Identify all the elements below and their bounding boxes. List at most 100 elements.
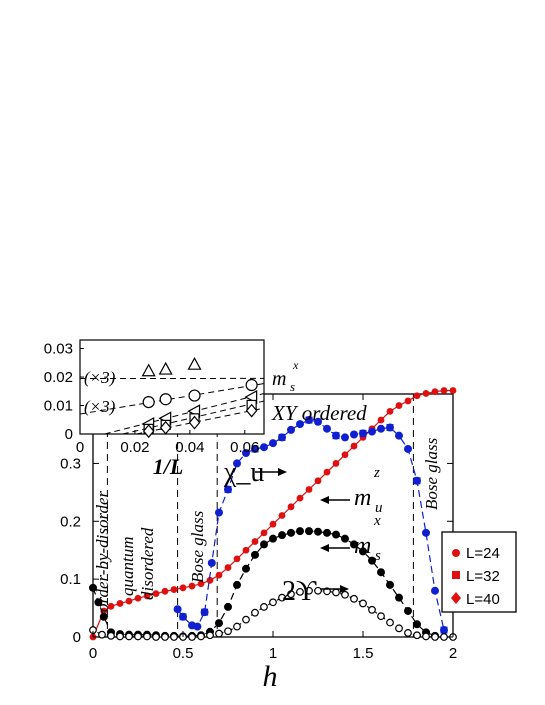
inset-y-tick-label-3: 0.03 xyxy=(44,341,73,358)
point-3-28 xyxy=(341,590,349,599)
y-tick-label-0: 0 xyxy=(73,629,81,646)
inset-point-1-1 xyxy=(159,393,172,406)
svg-text:s: s xyxy=(375,548,381,564)
region-label-bose-glass-right: Bose glass xyxy=(422,437,441,510)
legend-label-l32: L=32 xyxy=(466,568,500,585)
inset-annotation-m-s-x: x m s xyxy=(272,358,299,394)
point-sq-1-1 xyxy=(179,613,187,621)
y-tick-label-3: 0.3 xyxy=(60,455,81,472)
point-0-5 xyxy=(134,594,142,602)
region-label-disordered: disordered xyxy=(138,527,157,600)
inset-x-tick-label-1: 0.02 xyxy=(120,439,149,456)
main-axes: 0 0.5 1 1.5 2 0 0.1 0.2 0.3 xyxy=(60,394,457,662)
point-2-21 xyxy=(269,534,277,543)
point-3-13 xyxy=(206,631,214,640)
inset-fit-line-4 xyxy=(136,407,265,435)
point-3-7 xyxy=(152,633,160,641)
inset-fit-line-2 xyxy=(104,393,265,435)
point-3-8 xyxy=(161,633,169,641)
point-1-9 xyxy=(242,449,250,458)
series-line-2 xyxy=(92,530,436,638)
point-1-15 xyxy=(296,420,304,429)
point-2-26 xyxy=(314,527,322,536)
inset-point-0-0 xyxy=(141,363,156,377)
point-2-33 xyxy=(377,568,385,577)
inset-series-0 xyxy=(79,356,265,379)
point-2-1 xyxy=(94,598,103,607)
point-3-35 xyxy=(404,629,412,637)
point-1-14 xyxy=(287,425,295,434)
annotation-m-s-x: x m s xyxy=(320,513,381,564)
inset-series-1 xyxy=(79,378,265,415)
x-tick-label-1: 0.5 xyxy=(173,645,194,662)
x-tick-label-4: 2 xyxy=(449,645,457,662)
point-1-11 xyxy=(260,443,268,452)
point-0-18 xyxy=(251,538,259,545)
point-3-33 xyxy=(386,618,394,627)
inset-fit-line-1 xyxy=(79,383,265,415)
point-0-16 xyxy=(233,555,241,563)
point-3-12 xyxy=(197,632,205,641)
point-3-37 xyxy=(422,632,430,641)
point-1-26 xyxy=(395,431,403,440)
point-3-34 xyxy=(395,624,403,633)
point-1-0 xyxy=(173,605,182,614)
point-sq-1-4 xyxy=(201,608,209,616)
point-3-3 xyxy=(116,632,124,641)
series-1 xyxy=(173,416,448,635)
point-2-15 xyxy=(215,619,223,628)
point-2-34 xyxy=(386,580,394,589)
point-2-19 xyxy=(251,550,259,559)
region-label-quantum: quantum xyxy=(118,537,137,597)
point-3-18 xyxy=(251,608,259,617)
point-0-37 xyxy=(422,390,430,397)
inset-point-0-1 xyxy=(158,361,173,375)
point-3-6 xyxy=(143,632,151,641)
point-3-2 xyxy=(107,631,115,640)
point-2-32 xyxy=(368,556,376,565)
svg-text:x: x xyxy=(373,513,381,529)
point-0-34 xyxy=(395,402,403,409)
point-1-3 xyxy=(193,622,202,631)
point-1-20 xyxy=(341,433,349,442)
legend-label-l24: L=24 xyxy=(466,545,500,562)
point-2-20 xyxy=(260,540,268,549)
x-tick-label-0: 0 xyxy=(89,645,97,662)
point-0-28 xyxy=(341,451,349,459)
point-3-11 xyxy=(188,633,196,641)
point-sq-1-22 xyxy=(359,429,367,437)
point-0-36 xyxy=(413,392,421,400)
point-3-29 xyxy=(350,594,358,603)
inset-point-1-0 xyxy=(142,395,155,409)
point-sq-1-28 xyxy=(413,477,421,485)
point-2-25 xyxy=(305,527,313,536)
point-3-25 xyxy=(314,586,322,595)
point-0-39 xyxy=(440,387,448,394)
point-3-16 xyxy=(233,622,241,631)
point-0-4 xyxy=(125,597,133,605)
point-3-27 xyxy=(332,588,340,597)
point-2-17 xyxy=(233,580,241,589)
inset-x-tick-label-0: 0 xyxy=(76,439,84,456)
point-1-30 xyxy=(431,586,439,595)
point-sq-1-25 xyxy=(386,424,394,432)
svg-text:s: s xyxy=(290,379,295,394)
point-1-8 xyxy=(233,459,241,468)
y-tick-label-1: 0.1 xyxy=(60,571,81,588)
legend-label-l40: L=40 xyxy=(466,591,500,608)
point-0-9 xyxy=(170,586,178,593)
point-2-28 xyxy=(332,530,340,539)
inset-y-tick-label-0: 0 xyxy=(65,426,73,443)
point-1-21 xyxy=(350,430,358,439)
point-3-38 xyxy=(431,633,439,641)
inset-point-1-3 xyxy=(245,378,258,392)
y-tick-label-2: 0.2 xyxy=(60,513,81,530)
point-3-21 xyxy=(278,593,286,602)
point-0-3 xyxy=(116,600,124,607)
point-1-18 xyxy=(323,424,331,433)
inset-annotation-x3-top: (×3) xyxy=(84,368,116,387)
point-3-22 xyxy=(287,590,295,599)
point-3-19 xyxy=(260,603,268,611)
point-1-29 xyxy=(422,528,430,537)
